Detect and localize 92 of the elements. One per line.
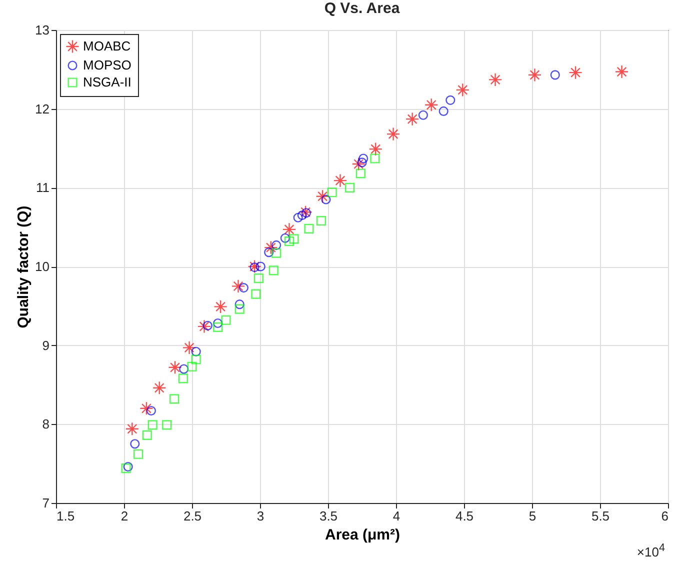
point <box>213 322 223 332</box>
point <box>352 157 366 171</box>
point <box>446 95 456 105</box>
y-axis-title: Quality factor (Q) <box>15 206 32 328</box>
point <box>170 394 180 404</box>
text: ×10$^{4}$ <box>636 542 665 560</box>
point <box>272 248 282 258</box>
point <box>191 346 201 356</box>
point <box>344 182 355 192</box>
point <box>528 68 542 82</box>
point <box>221 315 231 325</box>
point <box>162 420 172 430</box>
point <box>424 98 438 112</box>
point <box>405 112 420 126</box>
point <box>297 210 307 220</box>
x-tick-label: 5 <box>528 508 536 524</box>
y-tick-label: 8 <box>42 416 50 432</box>
point <box>316 189 330 204</box>
point <box>284 236 294 246</box>
x-tick-label: 4.5 <box>455 508 474 524</box>
point <box>125 422 140 436</box>
point <box>301 208 312 218</box>
point <box>146 406 156 416</box>
point <box>370 154 380 164</box>
point <box>133 449 144 459</box>
point <box>238 283 248 293</box>
y-tick-label: 12 <box>35 101 50 116</box>
point <box>148 420 158 430</box>
point <box>130 439 140 449</box>
legend-label: MOPSO <box>83 58 132 72</box>
point <box>272 240 282 250</box>
point <box>333 174 348 188</box>
point <box>614 64 629 79</box>
point <box>357 158 367 168</box>
x-tick-label: 1.5 <box>56 508 75 524</box>
point <box>234 300 244 310</box>
point <box>418 110 428 120</box>
x-tick-label: 4 <box>392 508 400 524</box>
y-tick-label: 10 <box>35 259 50 274</box>
point <box>264 248 274 258</box>
legend-label: NSGA-II <box>83 74 132 90</box>
point <box>568 66 582 80</box>
point <box>202 320 212 330</box>
x-tick-label: 6 <box>661 508 668 524</box>
point <box>250 262 260 272</box>
point <box>256 262 266 272</box>
point <box>187 362 197 372</box>
point <box>280 233 290 243</box>
x-tick-label: 2 <box>120 508 128 524</box>
chart-title: Q Vs. Area <box>324 0 400 17</box>
x-tick-label: 3 <box>256 508 264 524</box>
point <box>386 127 400 141</box>
point <box>178 374 188 384</box>
point <box>191 354 201 364</box>
point <box>438 106 448 116</box>
legend-label: MOABC <box>83 38 131 54</box>
point <box>268 266 278 276</box>
point <box>282 222 296 236</box>
x-tick-label: 2.5 <box>183 508 202 524</box>
point <box>304 224 314 234</box>
point <box>356 168 366 178</box>
point <box>368 142 382 156</box>
point <box>456 83 470 97</box>
point <box>197 320 212 334</box>
point <box>264 240 278 254</box>
point <box>254 274 264 284</box>
point <box>234 304 244 314</box>
x-tick-label: 5.5 <box>591 508 610 524</box>
x-axis-title: Area (μm²) <box>324 526 400 544</box>
point <box>293 212 303 222</box>
y-tick-label: 9 <box>42 338 50 353</box>
point <box>289 234 299 244</box>
point <box>140 402 154 416</box>
point <box>358 154 368 164</box>
point <box>142 430 152 440</box>
point <box>488 72 502 87</box>
point <box>231 279 246 294</box>
point <box>316 216 326 226</box>
point <box>321 194 331 204</box>
point <box>248 260 262 274</box>
point <box>298 205 312 219</box>
y-tick-label: 13 <box>35 22 50 38</box>
point <box>327 188 337 198</box>
point <box>214 300 228 314</box>
point <box>182 340 196 355</box>
y-tick-label: 11 <box>36 180 50 196</box>
y-tick-label: 7 <box>42 496 50 510</box>
x-tick-label: 3.5 <box>319 508 338 524</box>
point <box>251 289 261 299</box>
point <box>152 381 166 395</box>
point <box>168 360 182 374</box>
point <box>550 70 560 80</box>
